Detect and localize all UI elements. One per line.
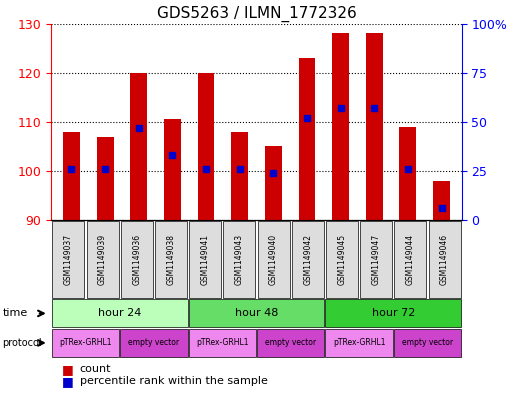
Text: pTRex-GRHL1: pTRex-GRHL1 — [333, 338, 385, 347]
Text: count: count — [80, 364, 111, 375]
Text: hour 48: hour 48 — [235, 309, 278, 318]
Bar — [299, 58, 315, 220]
Text: GSM1149045: GSM1149045 — [338, 234, 346, 285]
Text: GSM1149040: GSM1149040 — [269, 234, 278, 285]
Bar — [198, 73, 214, 220]
Bar — [433, 181, 450, 220]
Text: ■: ■ — [62, 375, 73, 388]
Bar — [63, 132, 80, 220]
Bar — [366, 33, 383, 220]
Text: GSM1149043: GSM1149043 — [235, 234, 244, 285]
Text: hour 24: hour 24 — [98, 309, 142, 318]
Bar — [231, 132, 248, 220]
Bar — [97, 136, 113, 220]
Text: GSM1149041: GSM1149041 — [201, 234, 210, 285]
Text: GSM1149047: GSM1149047 — [372, 234, 381, 285]
Text: GSM1149042: GSM1149042 — [303, 234, 312, 285]
Text: GSM1149039: GSM1149039 — [98, 234, 107, 285]
Text: pTRex-GRHL1: pTRex-GRHL1 — [196, 338, 249, 347]
Text: GSM1149038: GSM1149038 — [167, 234, 175, 285]
Text: pTRex-GRHL1: pTRex-GRHL1 — [59, 338, 112, 347]
Text: empty vector: empty vector — [128, 338, 180, 347]
Text: ■: ■ — [62, 363, 73, 376]
Text: percentile rank within the sample: percentile rank within the sample — [80, 376, 267, 386]
Text: GSM1149036: GSM1149036 — [132, 234, 141, 285]
Text: GSM1149037: GSM1149037 — [64, 234, 73, 285]
Text: empty vector: empty vector — [265, 338, 316, 347]
Text: empty vector: empty vector — [402, 338, 453, 347]
Bar — [130, 73, 147, 220]
Text: GSM1149046: GSM1149046 — [440, 234, 449, 285]
Bar — [164, 119, 181, 220]
Text: protocol: protocol — [3, 338, 42, 348]
Bar — [400, 127, 416, 220]
Bar — [332, 33, 349, 220]
Text: time: time — [3, 309, 28, 318]
Title: GDS5263 / ILMN_1772326: GDS5263 / ILMN_1772326 — [156, 6, 357, 22]
Text: GSM1149044: GSM1149044 — [406, 234, 415, 285]
Bar — [265, 146, 282, 220]
Text: hour 72: hour 72 — [371, 309, 415, 318]
